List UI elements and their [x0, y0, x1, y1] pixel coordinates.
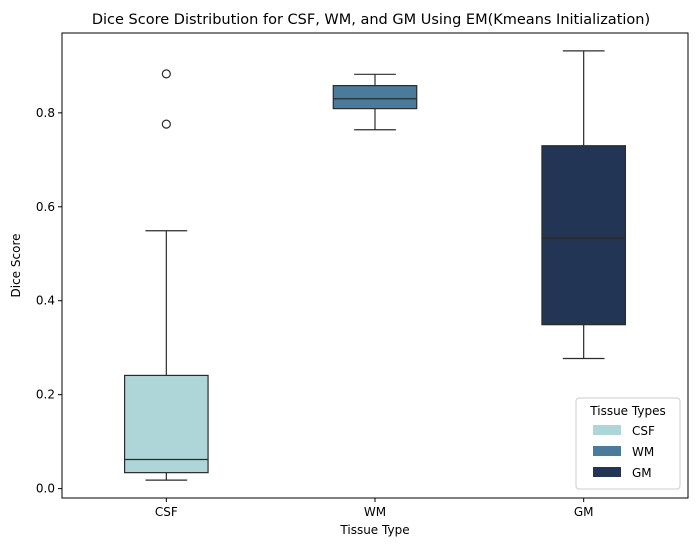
- y-tick-label: 0.6: [36, 200, 55, 214]
- y-axis-title: Dice Score: [9, 234, 23, 298]
- x-tick-label: GM: [574, 505, 594, 519]
- legend-items: CSF WM GM: [593, 424, 655, 480]
- chart-title: Dice Score Distribution for CSF, WM, and…: [92, 12, 650, 28]
- y-axis: 0.0 0.2 0.4 0.6 0.8: [36, 106, 62, 496]
- y-tick-label: 0.4: [36, 294, 55, 308]
- box-iqr: [123, 374, 209, 474]
- box-gm: [541, 50, 627, 360]
- box-wm: [332, 73, 418, 131]
- legend: Tissue Types CSF WM GM: [575, 397, 681, 490]
- box-csf: [123, 69, 209, 481]
- legend-swatch-wm: [593, 446, 621, 456]
- x-axis-title: Tissue Type: [339, 523, 409, 537]
- legend-label-wm: WM: [632, 445, 654, 459]
- legend-swatch-csf: [593, 425, 621, 435]
- x-tick-label: CSF: [155, 505, 178, 519]
- legend-title: Tissue Types: [589, 404, 665, 418]
- legend-swatch-gm: [593, 467, 621, 477]
- x-tick-label: WM: [364, 505, 386, 519]
- legend-frame: [575, 397, 681, 490]
- box-iqr: [541, 145, 627, 326]
- legend-label-csf: CSF: [632, 424, 655, 438]
- y-tick-label: 0.0: [36, 482, 55, 496]
- box-iqr: [332, 85, 418, 110]
- legend-label-gm: GM: [632, 466, 652, 480]
- y-tick-label: 0.8: [36, 106, 55, 120]
- y-tick-label: 0.2: [36, 388, 55, 402]
- outlier-point: [161, 69, 171, 79]
- outlier-point: [161, 119, 171, 129]
- plot-area: [123, 50, 627, 481]
- x-axis: CSF WM GM: [155, 498, 594, 519]
